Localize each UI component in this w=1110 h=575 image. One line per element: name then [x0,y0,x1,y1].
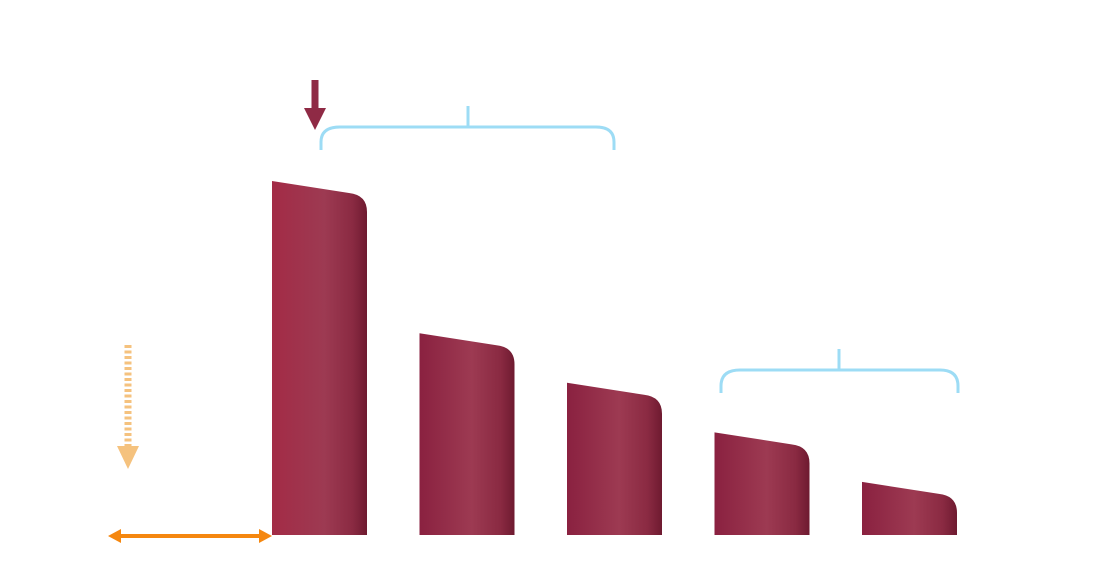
bar-5 [862,481,957,535]
dotted-down-arrow-icon [117,345,139,469]
marker-down-arrow-icon [304,80,326,130]
bar-1 [272,181,367,535]
bar-3 [567,382,662,535]
brace-left-group-icon [319,106,616,150]
brace-right-group-icon [719,349,960,393]
bar-2 [419,333,515,535]
bars-layer [272,181,957,535]
double-arrow-icon [108,529,272,543]
bar-4 [714,432,810,535]
